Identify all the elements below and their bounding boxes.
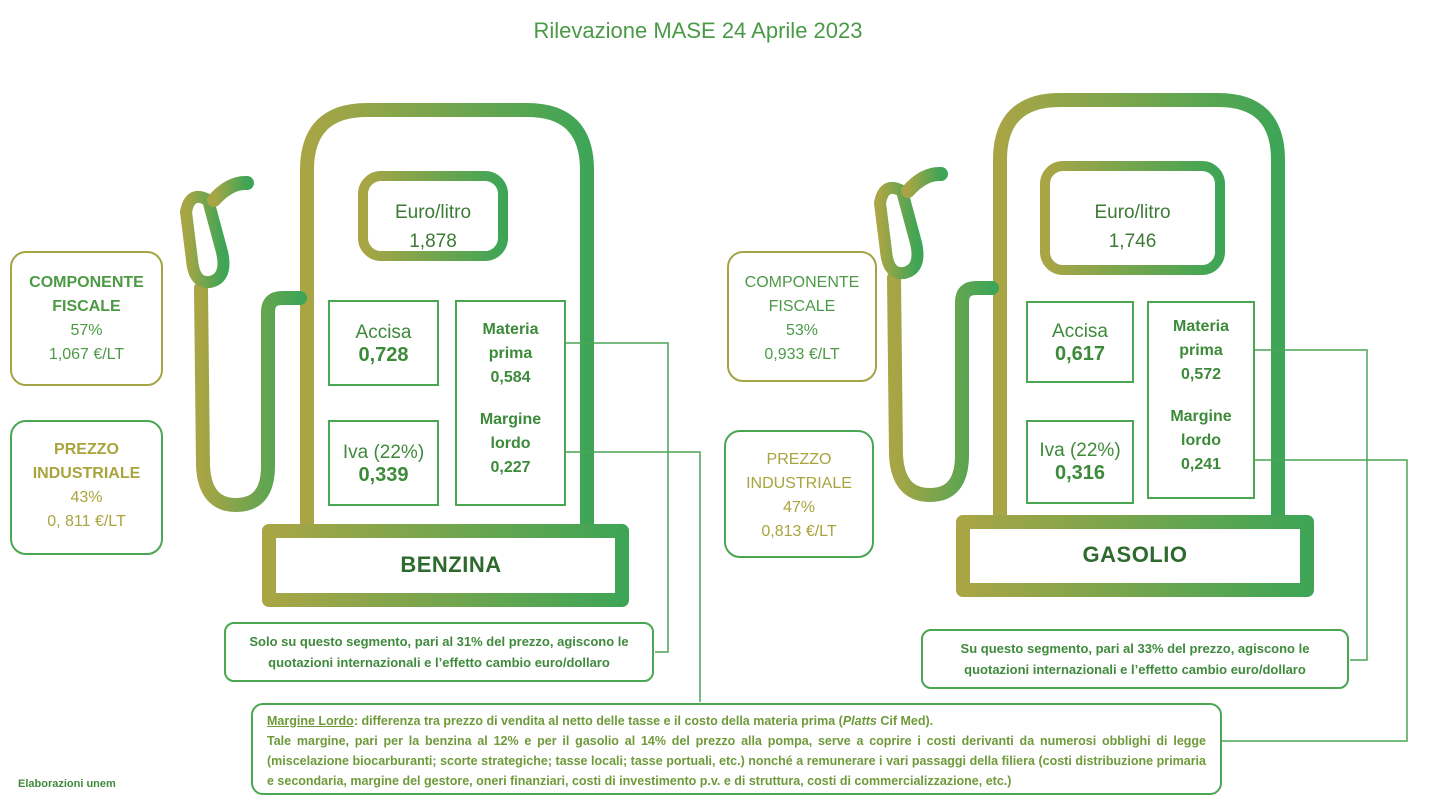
platts-source: Platts	[842, 714, 877, 728]
fiscale-line1: COMPONENTE	[744, 274, 860, 291]
price-value: 1,878	[409, 231, 457, 252]
price-label: Euro/litro	[1094, 202, 1171, 223]
gasolio-componente-fiscale: COMPONENTE FISCALE 53% 0,933 €/LT	[727, 251, 877, 382]
note-line1: Solo su questo segmento, pari al 31% del…	[249, 634, 629, 649]
iva-label: Iva (22%)	[1039, 440, 1121, 461]
accisa-value: 0,728	[358, 344, 409, 366]
gasolio-industriale-breakdown: Materia prima 0,572 Margine lordo 0,241	[1147, 301, 1255, 499]
industriale-value: 0, 811 €/LT	[47, 513, 126, 530]
margine-definition: Margine Lordo: differenza tra prezzo di …	[267, 711, 1206, 731]
gasolio-iva: Iva (22%) 0,316	[1026, 420, 1134, 504]
note-line2: quotazioni internazionali e l’effetto ca…	[964, 662, 1306, 677]
industriale-pct: 47%	[782, 499, 816, 516]
footer-credit: Elaborazioni unem	[18, 778, 116, 790]
benzina-prezzo-industriale: PREZZO INDUSTRIALE 43% 0, 811 €/LT	[10, 420, 163, 555]
fiscale-line1: COMPONENTE	[29, 274, 144, 291]
gasolio-prezzo-industriale: PREZZO INDUSTRIALE 47% 0,813 €/LT	[724, 430, 874, 558]
margine-line2: lordo	[490, 435, 531, 452]
margine-lordo-note: Margine Lordo: differenza tra prezzo di …	[251, 703, 1222, 795]
fiscale-value: 1,067 €/LT	[48, 346, 125, 363]
definition-b: Cif Med).	[876, 714, 934, 728]
note-line1: Su questo segmento, pari al 33% del prez…	[960, 641, 1310, 656]
fiscale-value: 0,933 €/LT	[764, 346, 840, 363]
margine-value: 0,227	[490, 459, 531, 476]
fiscale-pct: 57%	[70, 322, 103, 339]
materia-line2: prima	[1179, 342, 1223, 359]
benzina-price: Euro/litro 1,878	[378, 198, 488, 256]
benzina-pump-icon	[180, 103, 629, 607]
benzina-accisa: Accisa 0,728	[328, 300, 439, 386]
materia-value: 0,584	[490, 369, 531, 386]
gasolio-price: Euro/litro 1,746	[1075, 198, 1190, 256]
industriale-line2: INDUSTRIALE	[746, 475, 852, 492]
fiscale-pct: 53%	[785, 322, 819, 339]
gasolio-pump-icon	[874, 93, 1314, 597]
margine-value: 0,241	[1180, 456, 1222, 473]
connector-lines	[565, 342, 1408, 742]
materia-line1: Materia	[482, 321, 539, 338]
accisa-label: Accisa	[355, 322, 412, 343]
fiscale-line2: FISCALE	[768, 298, 836, 315]
iva-value: 0,316	[1054, 462, 1106, 484]
price-value: 1,746	[1108, 231, 1157, 252]
margine-body: Tale margine, pari per la benzina al 12%…	[267, 734, 1206, 788]
materia-line1: Materia	[1172, 318, 1230, 335]
benzina-label: BENZINA	[400, 552, 502, 577]
industriale-line2: INDUSTRIALE	[32, 465, 141, 482]
fiscale-line2: FISCALE	[52, 298, 121, 315]
price-label: Euro/litro	[394, 202, 472, 223]
iva-label: Iva (22%)	[342, 442, 425, 463]
benzina-note: Solo su questo segmento, pari al 31% del…	[224, 622, 654, 682]
benzina-iva: Iva (22%) 0,339	[328, 420, 439, 506]
industriale-line1: PREZZO	[766, 451, 832, 468]
gasolio-note: Su questo segmento, pari al 33% del prez…	[921, 629, 1349, 689]
accisa-label: Accisa	[1052, 321, 1108, 342]
benzina-industriale-breakdown: Materia prima 0,584 Margine lordo 0,227	[455, 300, 566, 506]
industriale-value: 0,813 €/LT	[761, 523, 837, 540]
accisa-value: 0,617	[1054, 343, 1106, 365]
definition-a: : differenza tra prezzo di vendita al ne…	[353, 714, 843, 728]
industriale-line1: PREZZO	[54, 441, 119, 458]
margine-line1: Margine	[479, 411, 542, 428]
page-title: Rilevazione MASE 24 Aprile 2023	[533, 18, 863, 43]
materia-line2: prima	[488, 345, 533, 362]
benzina-componente-fiscale: COMPONENTE FISCALE 57% 1,067 €/LT	[10, 251, 163, 386]
margine-term: Margine Lordo	[267, 714, 354, 728]
gasolio-label: GASOLIO	[1082, 542, 1188, 567]
industriale-pct: 43%	[70, 489, 103, 506]
materia-value: 0,572	[1180, 366, 1222, 383]
gasolio-accisa: Accisa 0,617	[1026, 301, 1134, 383]
margine-line2: lordo	[1181, 432, 1221, 449]
note-line2: quotazioni internazionali e l’effetto ca…	[268, 655, 610, 670]
margine-line1: Margine	[1170, 408, 1232, 425]
iva-value: 0,339	[358, 464, 409, 486]
